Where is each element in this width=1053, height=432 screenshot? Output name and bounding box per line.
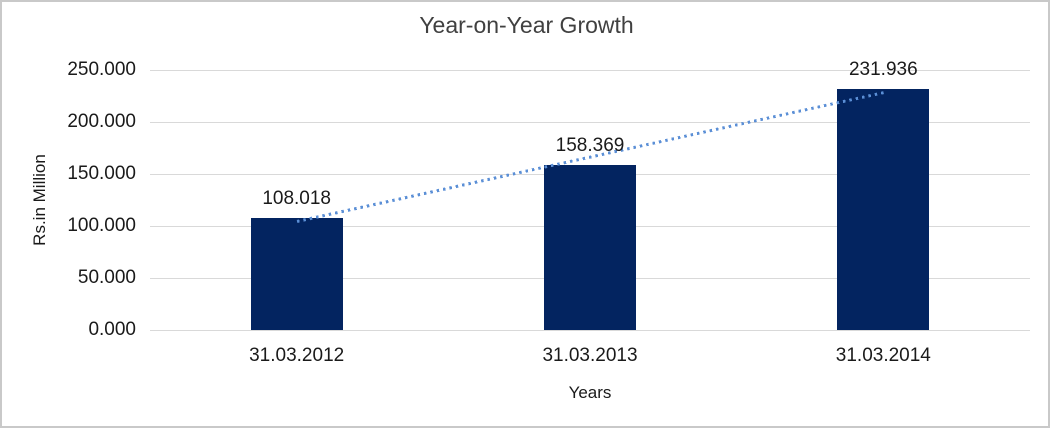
x-tick-label: 31.03.2012 <box>249 345 345 366</box>
y-tick-label: 50.000 <box>77 267 136 288</box>
y-tick-label: 0.000 <box>88 319 136 340</box>
bar-data-label: 158.369 <box>555 135 625 157</box>
bar <box>544 165 636 330</box>
chart-title: Year-on-Year Growth <box>419 12 634 38</box>
y-tick-label: 100.000 <box>67 215 136 236</box>
x-tick-label: 31.03.2013 <box>542 345 638 366</box>
gridline <box>150 122 1030 123</box>
bar <box>250 217 343 330</box>
bar-data-label: 231.936 <box>848 58 918 80</box>
y-tick-label: 250.000 <box>67 59 136 80</box>
gridline <box>150 330 1030 331</box>
y-tick-label: 200.000 <box>67 111 136 132</box>
x-tick-label: 31.03.2014 <box>835 345 931 366</box>
x-axis-title: Years <box>568 383 612 402</box>
gridline <box>150 70 1030 71</box>
y-tick-label: 150.000 <box>67 163 136 184</box>
bar <box>837 88 930 330</box>
bar-data-label: 108.018 <box>262 187 331 209</box>
